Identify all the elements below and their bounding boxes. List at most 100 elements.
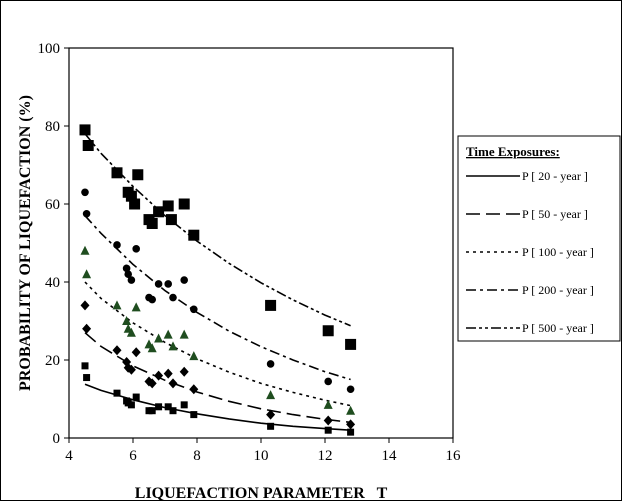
point-square-large (129, 198, 141, 210)
point-square-small (324, 426, 332, 434)
point-triangle (154, 333, 164, 343)
point-diamond (179, 366, 189, 377)
point-square-small (180, 401, 188, 409)
curve-dash-dot (84, 215, 351, 381)
point-square-large (345, 338, 357, 350)
point-triangle (126, 327, 136, 337)
x-tick-label: 16 (446, 448, 462, 464)
point-square-large (79, 124, 91, 136)
point-circle (113, 241, 121, 249)
point-circle (324, 377, 333, 386)
point-triangle (112, 300, 122, 310)
point-square-large (125, 190, 137, 202)
point-diamond (131, 347, 141, 358)
point-circle (122, 264, 131, 273)
point-diamond (154, 370, 164, 381)
curve-dash-dot-dot (84, 133, 351, 327)
point-square-large (111, 167, 123, 179)
point-triangle (179, 329, 189, 339)
x-tick-label: 14 (382, 448, 398, 464)
y-axis-title: PROBABILITY OF LIQUEFACTION (%) (17, 95, 34, 391)
point-diamond (122, 356, 132, 367)
y-tick-label: 60 (45, 197, 60, 213)
point-square-small (347, 428, 355, 436)
x-tick-label: 6 (129, 448, 137, 464)
y-tick-label: 40 (45, 275, 60, 291)
legend: Time Exposures: P [ 20 - year ] P [ 50 - … (457, 135, 621, 342)
point-square-large (153, 206, 165, 218)
point-diamond (346, 419, 356, 430)
point-circle (127, 276, 136, 284)
point-circle (164, 280, 172, 288)
point-circle (346, 385, 355, 394)
point-triangle (323, 399, 333, 409)
point-square-small (127, 401, 135, 409)
point-triangle (147, 343, 157, 353)
point-triangle (346, 405, 356, 415)
point-diamond (168, 378, 178, 389)
point-circle (190, 305, 198, 314)
point-square-small (132, 393, 140, 401)
point-square-large (82, 140, 94, 151)
legend-title: Time Exposures: (466, 144, 560, 159)
point-square-large (322, 325, 334, 337)
point-square-small (148, 407, 156, 415)
point-diamond (163, 368, 173, 379)
legend-entry-label: P [ 100 - year ] (522, 245, 594, 259)
points-layer (79, 124, 357, 436)
x-axis-ticks: 4 6 8 10 12 14 16 (65, 438, 461, 464)
point-triangle (82, 269, 92, 279)
legend-entry-label: P [ 20 - year ] (522, 169, 588, 183)
x-tick-label: 4 (65, 448, 73, 464)
point-triangle (163, 329, 173, 339)
point-square-small (113, 389, 121, 397)
point-square-small (155, 403, 163, 411)
point-circle (169, 293, 177, 302)
point-circle (180, 276, 188, 284)
y-tick-label: 20 (45, 353, 60, 369)
point-triangle (131, 302, 141, 312)
point-square-large (188, 229, 200, 241)
legend-box (457, 135, 621, 342)
point-diamond (323, 415, 333, 426)
point-circle (124, 270, 132, 279)
point-diamond (82, 323, 92, 334)
y-axis-ticks: 0 20 40 60 80 100 (38, 41, 69, 447)
point-square-large (146, 218, 158, 229)
point-triangle (122, 316, 132, 325)
point-circle (82, 209, 91, 218)
point-diamond (112, 345, 122, 356)
point-square-small (169, 407, 177, 415)
curve-dotted (84, 281, 351, 407)
point-circle (132, 245, 140, 253)
y-tick-label: 100 (38, 41, 61, 57)
legend-entry-label: P [ 50 - year ] (522, 207, 588, 221)
point-square-small (164, 403, 172, 411)
point-square-large (132, 169, 144, 181)
x-tick-label: 10 (254, 448, 269, 464)
point-diamond (80, 300, 90, 311)
point-square-small (83, 374, 91, 382)
point-diamond (147, 378, 157, 389)
x-tick-label: 8 (193, 448, 201, 464)
point-triangle (189, 351, 199, 361)
curve-long-dash (84, 332, 351, 424)
point-diamond (126, 364, 136, 375)
point-square-small (81, 362, 89, 370)
point-triangle (168, 341, 178, 351)
point-square-small (267, 422, 275, 430)
point-triangle (266, 390, 276, 400)
point-square-large (165, 214, 177, 226)
curves-layer (84, 133, 351, 431)
curve-solid (84, 383, 351, 431)
legend-entry-label: P [ 500 - year ] (522, 321, 594, 335)
point-diamond (266, 409, 276, 420)
point-square-small (190, 411, 198, 419)
point-square-large (162, 200, 174, 212)
point-diamond (189, 384, 199, 395)
point-square-large (265, 299, 277, 311)
x-axis-title: LIQUEFACTION PARAMETER T (135, 485, 388, 501)
point-triangle (80, 245, 90, 255)
point-square-large (178, 198, 190, 210)
